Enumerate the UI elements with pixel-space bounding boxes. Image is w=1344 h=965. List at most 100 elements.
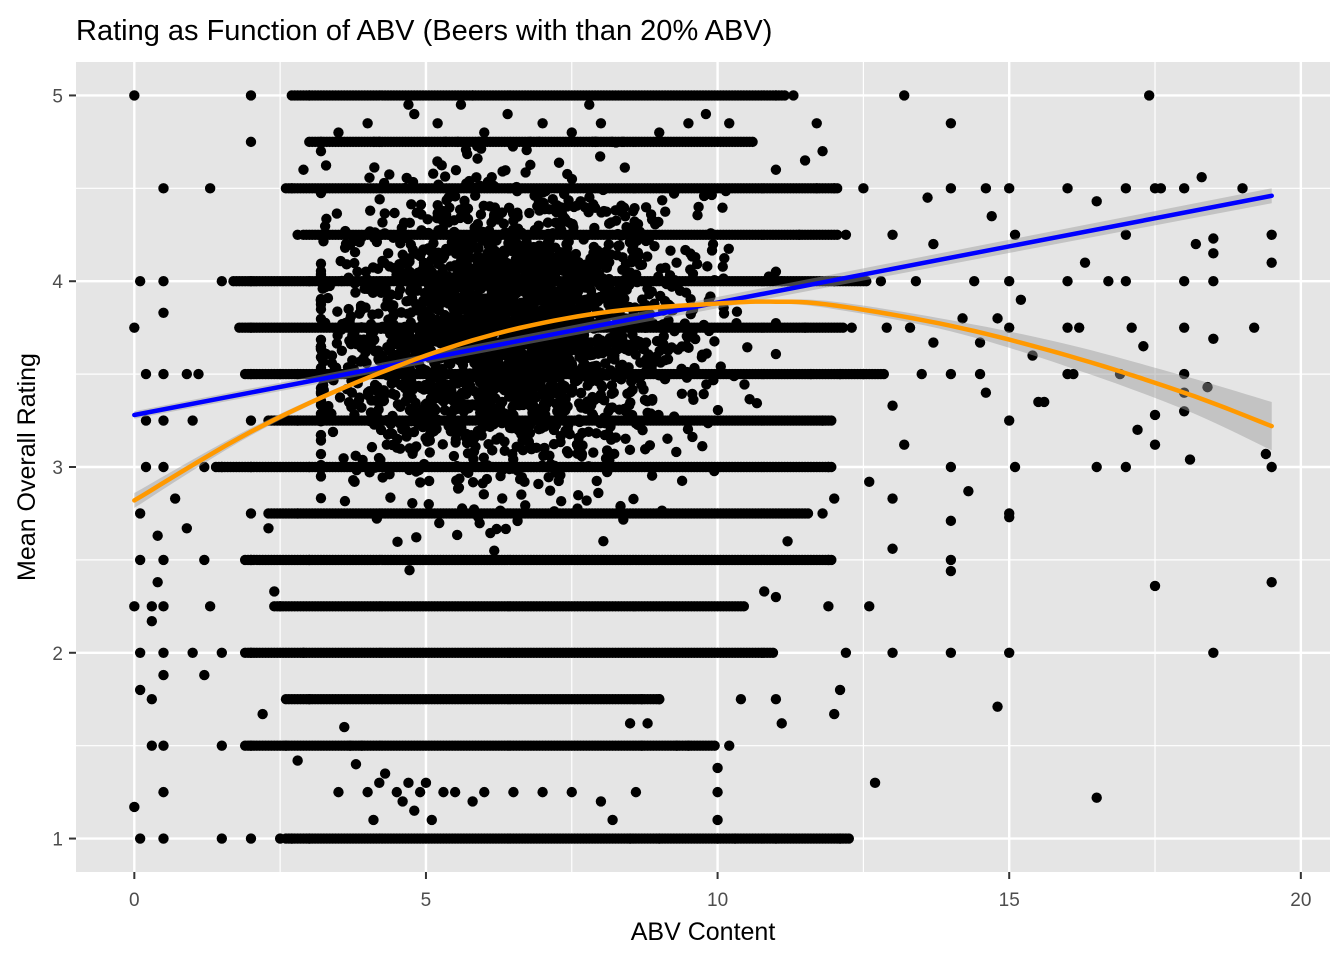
cloud-point <box>482 474 492 484</box>
cloud-point <box>332 208 342 218</box>
cloud-point <box>580 231 590 241</box>
cloud-point <box>628 494 638 504</box>
cloud-point <box>548 194 558 204</box>
cloud-point <box>365 205 375 215</box>
cloud-point <box>479 201 489 211</box>
cloud-point <box>718 262 728 272</box>
cloud-point <box>407 498 417 508</box>
cloud-point <box>402 173 412 183</box>
cloud-point <box>657 195 667 205</box>
cloud-point <box>724 244 734 254</box>
cloud-point <box>742 342 752 352</box>
cloud-point <box>689 363 699 373</box>
cloud-point <box>377 217 387 227</box>
cloud-point <box>593 488 603 498</box>
cloud-point <box>669 188 679 198</box>
cloud-point <box>490 202 500 212</box>
cloud-point <box>583 461 593 471</box>
cloud-point <box>382 440 392 450</box>
cloud-point <box>479 452 489 462</box>
cloud-point <box>587 409 597 419</box>
cloud-point <box>602 467 612 477</box>
cloud-point <box>590 137 600 147</box>
cloud-point <box>660 207 670 217</box>
cloud-point <box>598 536 608 546</box>
band-point <box>879 369 889 379</box>
cloud-point <box>642 251 652 261</box>
cloud-point <box>495 506 505 516</box>
cloud-point <box>709 466 719 476</box>
cloud-point <box>350 278 360 288</box>
cloud-point <box>702 261 712 271</box>
cloud-point <box>316 460 326 470</box>
cloud-point <box>383 248 393 258</box>
cloud-point <box>389 208 399 218</box>
cloud-point <box>452 461 462 471</box>
band-point <box>739 601 749 611</box>
band-point <box>768 648 778 658</box>
cloud-point <box>576 402 586 412</box>
cloud-point <box>316 188 326 198</box>
cloud-point <box>598 185 608 195</box>
band-point <box>709 740 719 750</box>
cloud-point <box>534 137 544 147</box>
chart-title: Rating as Function of ABV (Beers with th… <box>76 15 772 47</box>
cloud-point <box>328 427 338 437</box>
cloud-point <box>411 532 421 542</box>
cloud-point <box>316 430 326 440</box>
cloud-point <box>611 215 621 225</box>
cloud-point <box>660 374 670 384</box>
cloud-point <box>321 160 331 170</box>
cloud-point <box>596 335 606 345</box>
cloud-point <box>574 417 584 427</box>
cloud-point <box>369 162 379 172</box>
cloud-point <box>618 514 628 524</box>
cloud-point <box>406 199 416 209</box>
cloud-point <box>321 214 331 224</box>
cloud-point <box>537 460 547 470</box>
cloud-point <box>437 160 447 170</box>
cloud-point <box>350 287 360 297</box>
cloud-point <box>438 439 448 449</box>
cloud-point <box>532 201 542 211</box>
cloud-point <box>487 172 497 182</box>
cloud-point <box>433 179 443 189</box>
cloud-point <box>497 493 507 503</box>
cloud-point <box>434 518 444 528</box>
cloud-point <box>680 318 690 328</box>
cloud-point <box>335 392 345 402</box>
cloud-point <box>744 394 754 404</box>
cloud-point <box>655 321 665 331</box>
cloud-point <box>671 257 681 267</box>
cloud-point <box>663 354 673 364</box>
cloud-point <box>652 336 662 346</box>
cloud-point <box>657 505 667 515</box>
cloud-point <box>508 228 518 238</box>
cloud-point <box>589 223 599 233</box>
cloud-point <box>512 186 522 196</box>
cloud-point <box>731 318 741 328</box>
cloud-point <box>701 348 711 358</box>
cloud-point <box>428 168 438 178</box>
cloud-point <box>634 227 644 237</box>
cloud-point <box>546 459 556 469</box>
cloud-point <box>516 489 526 499</box>
cloud-point <box>364 173 374 183</box>
cloud-point <box>666 342 676 352</box>
cloud-point <box>479 489 489 499</box>
cloud-point <box>452 530 462 540</box>
cloud-point <box>395 238 405 248</box>
cloud-point <box>592 476 602 486</box>
cloud-point <box>771 349 781 359</box>
cloud-point <box>459 406 469 416</box>
cloud-point <box>629 216 639 226</box>
cloud-point <box>415 477 425 487</box>
cloud-point <box>338 453 348 463</box>
cloud-point <box>641 202 651 212</box>
cloud-point <box>512 516 522 526</box>
cloud-point <box>501 524 511 534</box>
cloud-point <box>358 353 368 363</box>
cloud-point <box>392 537 402 547</box>
